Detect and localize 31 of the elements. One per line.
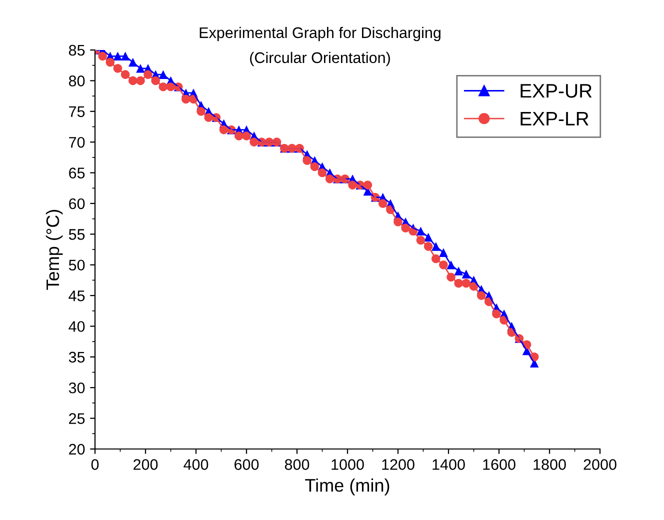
y-axis-title: Temp (°C) [46, 210, 63, 290]
y-tick-label: 20 [69, 444, 85, 455]
y-tick-label: 25 [69, 413, 85, 424]
y-tick-label: 70 [69, 136, 85, 148]
x-tick-label: 1000 [332, 459, 364, 470]
y-tick-label: 35 [68, 352, 85, 363]
x-axis-title: Time (min) [305, 478, 390, 496]
legend-label: EXP-LR [520, 112, 588, 126]
x-tick-label: 200 [134, 459, 158, 470]
x-tick-label: 1800 [534, 459, 566, 470]
legend-label: EXP-UR [520, 84, 592, 98]
x-tick-label: 1200 [382, 459, 414, 470]
y-tick-label: 30 [68, 382, 85, 394]
y-tick-label: 60 [69, 198, 85, 210]
x-tick-label: 1400 [432, 459, 465, 470]
y-tick-label: 75 [69, 106, 85, 118]
y-tick-label: 65 [69, 168, 85, 178]
y-tick-label: 55 [68, 229, 85, 240]
chart-title: Experimental Graph for Discharging [200, 26, 440, 42]
y-tick-label: 85 [68, 44, 85, 56]
x-tick-label: 800 [284, 459, 310, 470]
chart-subtitle: (Circular Orientation) [250, 52, 390, 66]
y-tick-label: 40 [68, 321, 85, 332]
x-tick-label: 400 [184, 459, 208, 470]
y-tick-label: 50 [68, 260, 85, 271]
x-tick-label: 2000 [584, 459, 616, 470]
y-tick-label: 45 [68, 290, 85, 302]
x-tick-label: 0 [91, 459, 99, 470]
y-tick-label: 80 [68, 76, 85, 86]
x-tick-label: 600 [234, 459, 259, 470]
x-tick-label: 1600 [483, 459, 516, 470]
